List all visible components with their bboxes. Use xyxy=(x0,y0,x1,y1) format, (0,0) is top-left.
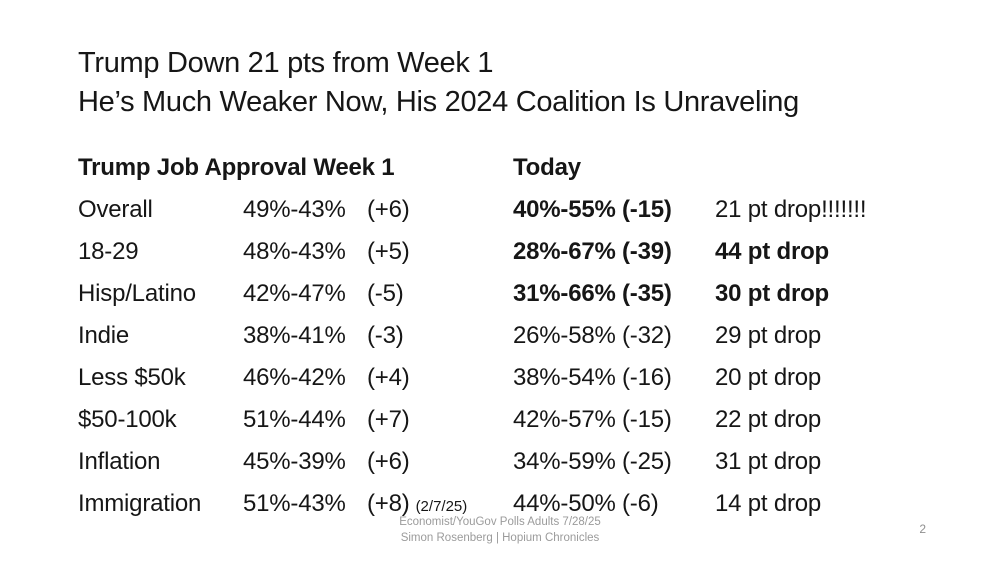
drop-note: 20 pt drop xyxy=(715,364,822,391)
approval-table: Trump Job Approval Week 1 Today Overall … xyxy=(78,147,978,525)
week1-margin-with-date: (+8) (2/7/25) xyxy=(365,483,513,525)
today-approval: 40%-55% xyxy=(513,196,616,223)
week1-margin: (+6) xyxy=(367,196,410,223)
week1-approval: 46%-42% xyxy=(243,364,346,391)
source-footer: Economist/YouGov Polls Adults 7/28/25 Si… xyxy=(0,514,1000,546)
today-approval: 38%-54% xyxy=(513,364,616,391)
today-margin: (-6) xyxy=(622,490,659,517)
today-approval: 34%-59% xyxy=(513,448,616,475)
drop-note: 22 pt drop xyxy=(715,406,822,433)
week1-margin: (+5) xyxy=(367,238,410,265)
week1-approval: 51%-43% xyxy=(243,490,346,517)
row-label: Overall xyxy=(78,196,153,223)
row-label: Hisp/Latino xyxy=(78,280,196,307)
today-margin: (-39) xyxy=(622,238,672,265)
drop-note: 31 pt drop xyxy=(715,448,822,475)
drop-note: 30 pt drop xyxy=(715,280,830,307)
source-line-2: Simon Rosenberg | Hopium Chronicles xyxy=(400,532,600,544)
today-margin: (-25) xyxy=(622,448,672,475)
week1-approval: 38%-41% xyxy=(243,322,346,349)
week1-approval: 42%-47% xyxy=(243,280,346,307)
column-header-week1: Trump Job Approval Week 1 xyxy=(78,154,395,181)
week1-approval: 45%-39% xyxy=(243,448,346,475)
today-approval: 44%-50% xyxy=(513,490,616,517)
drop-note: 21 pt drop!!!!!!! xyxy=(715,196,867,223)
row-label: $50-100k xyxy=(78,406,177,433)
week1-margin: (+7) xyxy=(367,406,410,433)
row-label: Less $50k xyxy=(78,364,186,391)
slide-title: Trump Down 21 pts from Week 1 He’s Much … xyxy=(78,44,799,122)
row-label: Indie xyxy=(78,322,130,349)
week1-margin: (-5) xyxy=(367,280,404,307)
title-line-1: Trump Down 21 pts from Week 1 xyxy=(78,47,494,79)
today-approval: 42%-57% xyxy=(513,406,616,433)
today-margin: (-35) xyxy=(622,280,672,307)
row-label: Immigration xyxy=(78,490,202,517)
today-approval: 31%-66% xyxy=(513,280,616,307)
today-margin: (-16) xyxy=(622,364,672,391)
title-line-2: He’s Much Weaker Now, His 2024 Coalition… xyxy=(78,86,799,118)
drop-note: 44 pt drop xyxy=(715,238,830,265)
source-line-1: Economist/YouGov Polls Adults 7/28/25 xyxy=(399,516,601,528)
today-margin: (-32) xyxy=(622,322,672,349)
today-margin: (-15) xyxy=(622,406,672,433)
week1-approval: 51%-44% xyxy=(243,406,346,433)
today-margin: (-15) xyxy=(622,196,672,223)
week1-approval: 49%-43% xyxy=(243,196,346,223)
today-approval: 28%-67% xyxy=(513,238,616,265)
drop-note: 14 pt drop xyxy=(715,490,822,517)
page-number: 2 xyxy=(919,522,926,536)
row-label: 18-29 xyxy=(78,238,139,265)
week1-margin: (+6) xyxy=(367,448,410,475)
column-header-today: Today xyxy=(513,154,581,181)
week1-margin: (+8) xyxy=(367,490,410,517)
drop-note: 29 pt drop xyxy=(715,322,822,349)
week1-approval: 48%-43% xyxy=(243,238,346,265)
today-approval: 26%-58% xyxy=(513,322,616,349)
week1-date-note: (2/7/25) xyxy=(415,498,468,515)
week1-margin: (+4) xyxy=(367,364,410,391)
week1-margin: (-3) xyxy=(367,322,404,349)
row-label: Inflation xyxy=(78,448,161,475)
